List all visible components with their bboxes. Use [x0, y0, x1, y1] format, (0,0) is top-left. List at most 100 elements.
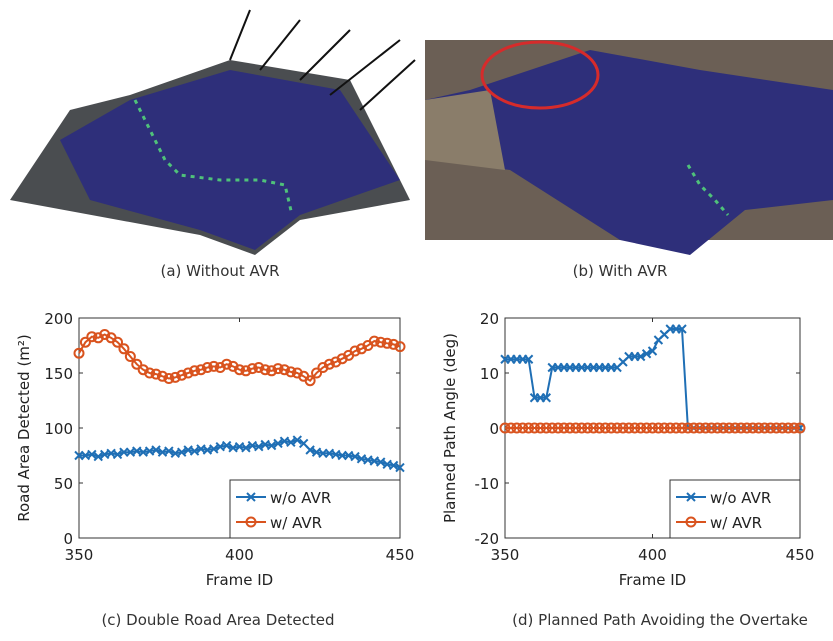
y-tick-label: -20 [475, 530, 500, 548]
x-tick-label: 350 [491, 546, 520, 564]
data-point [770, 422, 782, 434]
data-point [189, 446, 200, 456]
data-point [765, 422, 776, 434]
data-point [176, 369, 188, 381]
data-point [177, 447, 187, 457]
data-point [156, 370, 168, 382]
data-point [629, 422, 641, 434]
data-point [641, 422, 653, 434]
data-point [635, 422, 647, 434]
data-point [221, 358, 233, 370]
data-point [164, 446, 174, 456]
data-point [349, 345, 361, 357]
data-point [144, 367, 156, 379]
x-tick-label: 400 [225, 546, 254, 564]
data-point [253, 362, 265, 373]
data-point [517, 422, 529, 434]
data-point [93, 451, 103, 462]
data-point [131, 358, 143, 370]
data-point [87, 449, 97, 460]
data-point [246, 363, 258, 375]
data-point [350, 451, 360, 462]
data-point [706, 422, 717, 434]
data-point [670, 422, 682, 434]
data-point [209, 444, 219, 454]
data-point [546, 422, 558, 434]
y-tick-label: 0 [489, 420, 499, 438]
x-axis-label: Frame ID [619, 571, 686, 589]
data-point [582, 422, 594, 434]
data-point [266, 440, 277, 451]
data-point [776, 422, 788, 434]
data-point [782, 422, 794, 434]
data-point [588, 422, 599, 434]
data-point [86, 331, 98, 343]
x-tick-label: 450 [786, 546, 815, 564]
data-point [388, 460, 399, 471]
data-point [189, 365, 201, 377]
y-tick-label: 150 [44, 365, 73, 383]
data-point [599, 422, 611, 434]
y-axis-label: Planned Path Angle (deg) [441, 333, 459, 523]
data-point [552, 422, 564, 434]
data-point [664, 422, 676, 434]
y-axis-label: Road Area Detected (m²) [15, 334, 33, 522]
data-point [234, 364, 245, 376]
data-point [652, 422, 664, 434]
legend [669, 479, 801, 539]
data-point [511, 422, 523, 434]
caption: (c) Double Road Area Detected [101, 611, 334, 629]
data-point [529, 422, 540, 434]
y-tick-label: 10 [480, 365, 499, 383]
data-point [388, 338, 400, 350]
data-point [558, 422, 570, 434]
y-tick-label: -10 [475, 475, 500, 493]
data-point [717, 422, 729, 434]
y-tick-label: 200 [44, 310, 73, 328]
legend-label: w/ AVR [710, 514, 762, 532]
data-point [254, 441, 264, 452]
data-point [676, 422, 688, 434]
data-point [221, 440, 232, 451]
legend-label: w/ AVR [270, 514, 322, 532]
legend-label: w/o AVR [270, 489, 331, 507]
legend-label: w/o AVR [710, 489, 771, 507]
data-point [368, 335, 380, 347]
data-point [505, 422, 517, 434]
data-point [499, 422, 511, 434]
x-tick-label: 450 [386, 546, 415, 564]
data-point [540, 422, 552, 434]
data-point [79, 336, 91, 348]
data-point [711, 422, 723, 434]
data-point [240, 365, 252, 377]
data-point [395, 462, 405, 473]
data-point [658, 422, 670, 434]
data-point [73, 347, 85, 359]
data-point [688, 422, 700, 434]
data-point [523, 354, 534, 364]
data-point [163, 373, 175, 384]
data-point [273, 438, 283, 449]
data-point [286, 437, 296, 448]
data-point [700, 422, 712, 434]
data-point [151, 445, 161, 455]
x-axis-label: Frame ID [206, 571, 273, 589]
data-point [311, 367, 323, 379]
data-point [741, 422, 753, 434]
data-point [195, 364, 207, 376]
legend [229, 479, 401, 539]
data-point [570, 422, 582, 434]
legend-marker [685, 516, 697, 528]
y-tick-label: 0 [63, 530, 73, 548]
data-point [304, 375, 316, 387]
data-point [323, 358, 335, 370]
data-point [647, 346, 658, 356]
data-point [266, 365, 278, 377]
data-point [617, 422, 629, 434]
data-point [201, 362, 213, 373]
data-point [208, 360, 220, 372]
data-point [694, 422, 706, 434]
data-point [124, 351, 136, 362]
